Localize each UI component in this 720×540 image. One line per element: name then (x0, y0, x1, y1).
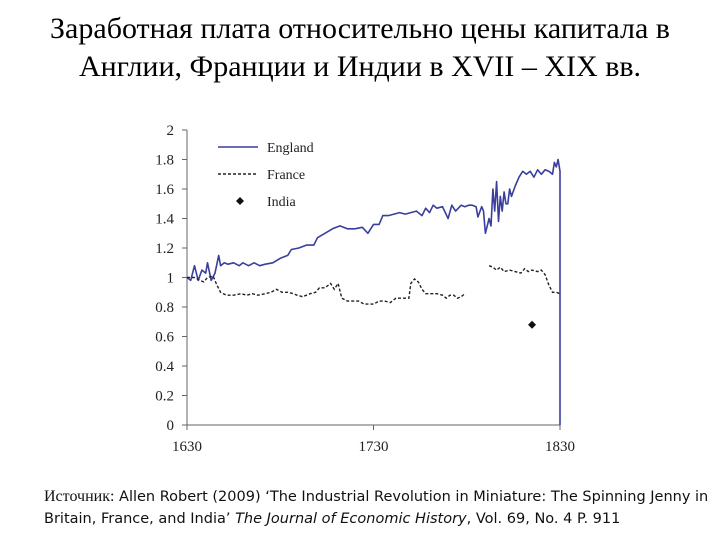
series-line-france-segment (187, 275, 466, 305)
source-article: ‘The Industrial Revolution in Miniature:… (44, 489, 709, 527)
y-tick-label: 0.8 (155, 300, 174, 316)
slide-title-line-1: Заработная плата относительно цены капит… (50, 12, 670, 45)
legend-label-france: France (267, 168, 305, 183)
slide-title: Заработная плата относительно цены капит… (0, 10, 720, 86)
source-note: Источник: Allen Robert (2009) ‘The Indus… (44, 486, 714, 530)
series-point-india (528, 320, 537, 329)
y-tick-label: 1.8 (155, 153, 174, 169)
x-tick-label: 1630 (172, 439, 202, 455)
y-tick-label: 0 (167, 418, 175, 434)
slide-title-line-2: Англии, Франции и Индии в XVII – XIX вв. (78, 50, 642, 83)
y-tick-label: 1.2 (155, 241, 174, 257)
y-tick-label: 1.6 (155, 182, 174, 198)
source-details: , Vol. 69, No. 4 P. 911 (466, 511, 621, 527)
source-label: Источник: (44, 488, 115, 505)
legend-label-england: England (267, 141, 314, 156)
source-journal: The Journal of Economic History (235, 511, 467, 527)
x-tick-label: 1830 (545, 439, 575, 455)
legend-label-india: India (267, 195, 297, 210)
y-tick-label: 1.4 (155, 212, 174, 228)
source-author: Allen Robert (2009) (119, 489, 261, 505)
x-tick-label: 1730 (359, 439, 389, 455)
line-chart: 0 0.2 0.4 0.6 0.8 1 1.2 1.4 1.6 1.8 2 1630 1730 1830 E… (155, 123, 575, 455)
legend-swatch-india (236, 197, 244, 205)
y-tick-label: 0.2 (155, 389, 174, 405)
series-line-england (186, 158, 561, 425)
y-tick-label: 1 (167, 271, 175, 287)
y-tick-label: 0.4 (155, 359, 174, 375)
y-tick-label: 0.6 (155, 330, 174, 346)
y-tick-label: 2 (167, 123, 175, 139)
series-line-france-segment (488, 265, 561, 295)
